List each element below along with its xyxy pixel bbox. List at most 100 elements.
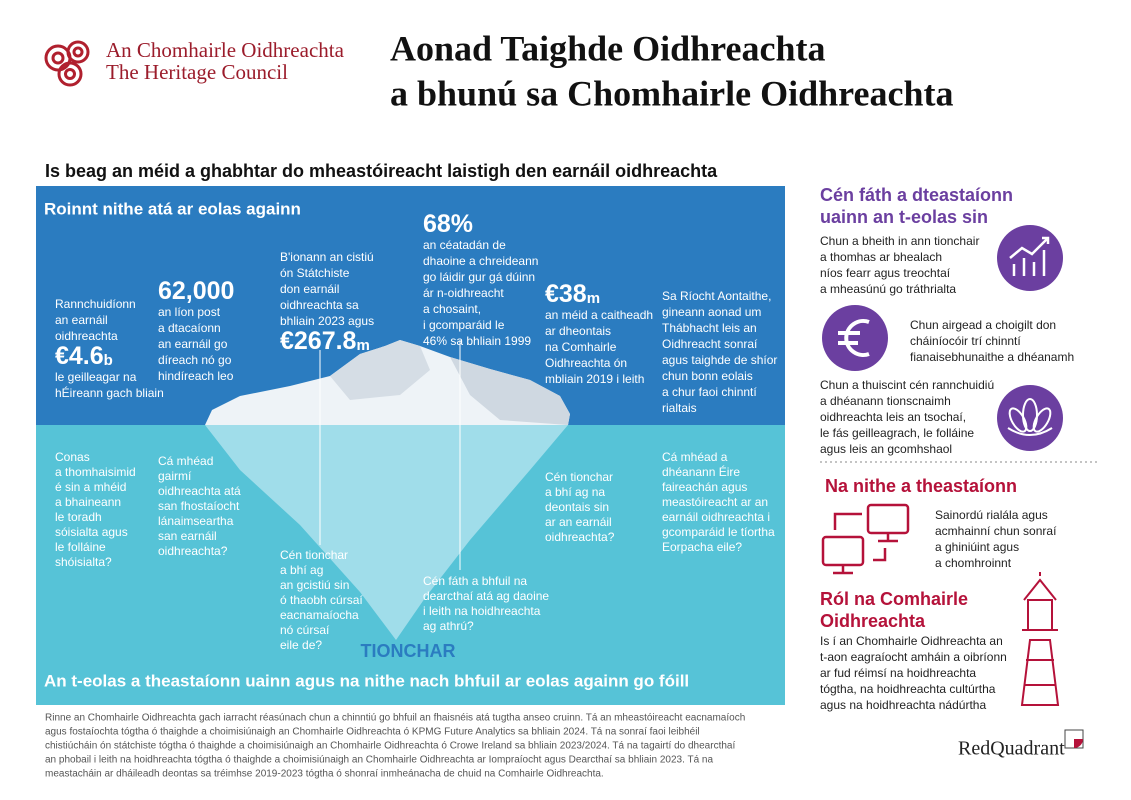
- question-text: le folláine: [55, 540, 106, 554]
- reason-text: a dhéanann tionscnaimh: [820, 394, 951, 408]
- side-heading: Cén fáth a dteastaíonn: [820, 185, 1013, 205]
- reason-text: oidhreachta leis an tsochaí,: [820, 410, 966, 424]
- needs-text: a ghiniúint agus: [935, 540, 1019, 554]
- fact-figure: €4.6b: [55, 342, 113, 370]
- fact-text: Thábhacht leis an: [662, 321, 757, 335]
- reason-text: Chun airgead a choigilt don: [910, 318, 1056, 332]
- role-text: Is í an Chomhairle Oidhreachta an: [820, 634, 1003, 648]
- footnote: Rinne an Chomhairle Oidhreachta gach iar…: [45, 713, 745, 724]
- footnote: agus fostaíochta tógtha ó thaighde a cho…: [45, 727, 700, 738]
- needs-text: a chomhroinnt: [935, 556, 1012, 570]
- side-heading: Ról na Comhairle: [820, 589, 968, 609]
- question-text: é sin a mhéid: [55, 480, 126, 494]
- fact-figure-unit: m: [356, 337, 369, 354]
- question-text: oidhreachta?: [545, 530, 615, 544]
- fact-text: ón Státchiste: [280, 266, 350, 280]
- fact-text: an earnáil go: [158, 337, 228, 351]
- side-heading: Oidhreachta: [820, 611, 926, 631]
- logo-icon: [44, 40, 90, 87]
- fact-text: mbliain 2019 i leith: [545, 372, 644, 386]
- panel-footer: An t-eolas a theastaíonn uainn agus na n…: [44, 671, 689, 690]
- question-text: Conas: [55, 450, 90, 464]
- question-text: nó cúrsaí: [280, 623, 330, 637]
- question-text: dearcthaí atá ag daoine: [423, 589, 549, 603]
- question-text: faireachán agus: [662, 480, 747, 494]
- euro-icon-glyph: [838, 319, 870, 357]
- question-text: Cén tionchar: [545, 470, 613, 484]
- fact-text: B'ionann an cistiú: [280, 250, 374, 264]
- needs-text: acmhainní chun sonraí: [935, 524, 1057, 538]
- question-text: gcomparáid le tíortha: [662, 525, 775, 539]
- fact-text: an céatadán de: [423, 238, 506, 252]
- question-text: eile de?: [280, 638, 322, 652]
- question-text: shóisialta?: [55, 555, 112, 569]
- fact-figure-value: 68%: [423, 210, 473, 238]
- question-text: ó thaobh cúrsaí: [280, 593, 363, 607]
- question-text: a bhí ag: [280, 563, 323, 577]
- reason-text: Chun a thuiscint cén rannchuidiú: [820, 378, 994, 392]
- question-text: meastóireacht ar an: [662, 495, 768, 509]
- question-text: sóisialta agus: [55, 525, 128, 539]
- fact-figure-value: €267.8: [280, 327, 357, 355]
- chart-icon-lines: [1009, 236, 1050, 276]
- reason-text: agus leis an gcomhshaol: [820, 442, 952, 456]
- fact-figure: €38m: [545, 280, 600, 308]
- question-text: ag athrú?: [423, 619, 474, 633]
- credit-icon: [1064, 729, 1084, 749]
- reason-text: a mheasúnú go tráthrialta: [820, 282, 956, 296]
- question-text: Cá mhéad: [158, 454, 213, 468]
- question-text: an gcistiú sin: [280, 578, 349, 592]
- iceberg-below: [205, 425, 568, 640]
- credit: RedQuadrant: [958, 738, 1065, 760]
- org-name-ga: An Chomhairle Oidhreachta: [106, 38, 345, 62]
- question-text: Cén tionchar: [280, 548, 348, 562]
- fact-text: hÉireann gach bliain: [55, 385, 164, 400]
- question-text: oidhreachta atá: [158, 484, 241, 498]
- question-text: eacnamaíocha: [280, 608, 359, 622]
- question-text: deontais sin: [545, 500, 609, 514]
- fact-text: le geilleagar na: [55, 370, 137, 384]
- fact-text: Sa Ríocht Aontaithe,: [662, 289, 771, 303]
- fact-text: bhliain 2023 agus: [280, 314, 374, 328]
- fact-figure: €267.8m: [280, 327, 370, 355]
- fact-text: a chur faoi chinntí: [662, 385, 757, 399]
- fact-text: ar dheontais: [545, 324, 611, 338]
- footnote: chistiúcháin ón státchiste tógtha ó thai…: [45, 741, 735, 752]
- reason-text: Chun a bheith in ann tionchair: [820, 234, 979, 248]
- chart-icon: [997, 225, 1063, 291]
- fact-figure: 68%: [423, 210, 473, 238]
- fact-text: an earnáil: [55, 313, 108, 327]
- fact-text: ár n-oidhreacht: [423, 286, 504, 300]
- question-text: san fhostaíocht: [158, 499, 240, 513]
- side-heading: Na nithe a theastaíonn: [825, 476, 1017, 496]
- fact-text: go láidir gur gá dúinn: [423, 270, 535, 284]
- reason-text: fianaisebhunaithe a dhéanamh: [910, 350, 1074, 364]
- footnote: an phobail i leith na hoidhreachta tógth…: [45, 755, 713, 766]
- fact-text: Oidhreacht sonraí: [662, 337, 758, 351]
- fact-text: díreach nó go: [158, 353, 232, 367]
- question-text: Eorpacha eile?: [662, 540, 742, 554]
- impact-label: TIONCHAR: [361, 641, 456, 661]
- lighthouse-icon: [1020, 572, 1060, 706]
- iceberg-shade: [330, 340, 430, 400]
- fact-figure-unit: m: [587, 290, 600, 307]
- computers-icon: [821, 503, 910, 575]
- question-text: Cá mhéad a: [662, 450, 728, 464]
- fact-figure-value: €38: [545, 280, 587, 308]
- fact-text: an méid a caitheadh: [545, 308, 653, 322]
- question-text: a bhí ag na: [545, 485, 605, 499]
- fact-figure-unit: b: [104, 352, 113, 369]
- role-text: agus na hoidhreachta nádúrtha: [820, 698, 986, 712]
- question-text: earnáil oidhreachta i: [662, 510, 770, 524]
- role-text: t-aon eagraíocht amháin a oibríonn: [820, 650, 1007, 664]
- question-text: san earnáil: [158, 529, 217, 543]
- lotus-icon-petals: [1007, 398, 1053, 436]
- question-text: ar an earnáil: [545, 515, 612, 529]
- fact-text: hindíreach leo: [158, 369, 234, 383]
- fact-text: agus taighde de shíor: [662, 353, 777, 367]
- subtitle: Is beag an méid a ghabhtar do mheastóire…: [45, 161, 718, 181]
- fact-text: Rannchuidíonn: [55, 297, 136, 311]
- fact-text: oidhreachta sa: [280, 298, 359, 312]
- fact-text: i gcomparáid le: [423, 318, 505, 332]
- fact-figure-value: 62,000: [158, 277, 234, 305]
